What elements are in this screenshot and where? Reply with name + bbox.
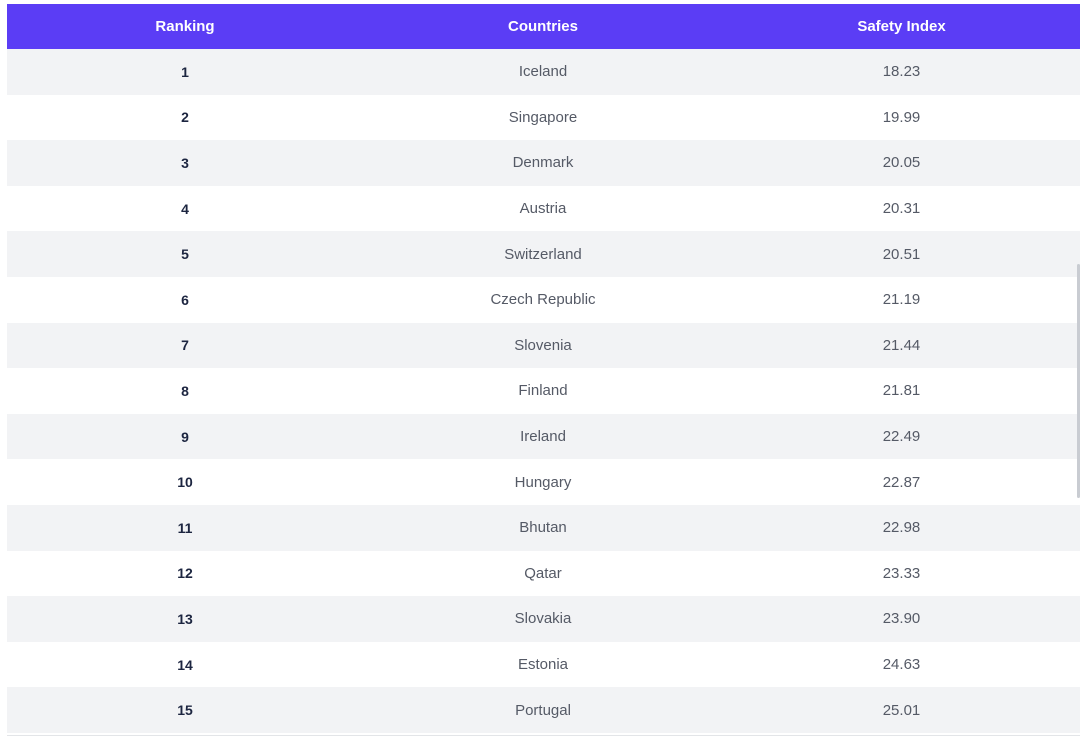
- country-cell: Finland: [518, 382, 568, 400]
- safety-index-cell: 21.44: [882, 336, 921, 354]
- table-row: 4 Austria 20.31: [7, 185, 1080, 232]
- table-row: 14 Estonia 24.63: [7, 641, 1080, 688]
- table-row: 7 Slovenia 21.44: [7, 322, 1080, 369]
- header-safety-index: Safety Index: [857, 18, 946, 35]
- rank-cell: 3: [181, 154, 189, 171]
- country-cell: Estonia: [517, 656, 569, 674]
- table-bottom-border: [7, 735, 1080, 736]
- country-cell: Czech Republic: [490, 291, 596, 309]
- safety-index-cell: 22.49: [882, 428, 921, 446]
- table-row: 3 Denmark 20.05: [7, 140, 1080, 186]
- table-row: 15 Portugal 25.01: [7, 687, 1080, 733]
- table-row: 11 Bhutan 22.98: [7, 504, 1080, 551]
- safety-index-table: Ranking Countries Safety Index 1 Iceland 1…: [7, 4, 1080, 733]
- safety-index-table-container: Ranking Countries Safety Index 1 Iceland 1…: [7, 4, 1080, 733]
- rank-cell: 6: [181, 291, 189, 308]
- table-row: 8 Finland 21.81: [7, 368, 1080, 414]
- rank-cell: 1: [181, 63, 189, 80]
- rank-cell: 12: [177, 565, 193, 582]
- safety-index-cell: 18.23: [882, 63, 921, 81]
- country-cell: Ireland: [520, 428, 566, 446]
- rank-cell: 8: [181, 382, 189, 399]
- table-header-row: Ranking Countries Safety Index: [7, 4, 1080, 49]
- rank-cell: 15: [177, 702, 193, 719]
- header-ranking: Ranking: [155, 18, 215, 35]
- rank-cell: 9: [181, 428, 189, 445]
- safety-index-cell: 22.98: [882, 519, 921, 537]
- table-row: 2 Singapore 19.99: [7, 94, 1080, 141]
- header-countries: Countries: [507, 18, 578, 35]
- country-cell: Singapore: [508, 108, 578, 126]
- country-cell: Slovenia: [514, 336, 572, 354]
- table-row: 10 Hungary 22.87: [7, 459, 1080, 505]
- country-cell: Portugal: [515, 701, 571, 719]
- safety-index-cell: 20.05: [882, 154, 921, 172]
- rank-cell: 7: [181, 337, 189, 354]
- table-row: 12 Qatar 23.33: [7, 550, 1080, 597]
- safety-index-cell: 20.31: [882, 200, 921, 218]
- country-cell: Slovakia: [514, 610, 572, 628]
- safety-index-cell: 20.51: [882, 245, 921, 263]
- rank-cell: 13: [177, 610, 193, 627]
- country-cell: Austria: [519, 200, 567, 218]
- scrollbar-thumb[interactable]: [1077, 264, 1080, 498]
- table-row: 9 Ireland 22.49: [7, 413, 1080, 460]
- safety-index-cell: 19.99: [882, 108, 921, 126]
- country-cell: Denmark: [512, 154, 574, 172]
- table-body: 1 Iceland 18.23 2 Singapore 19.99 3 Denmark 20.0…: [7, 49, 1080, 733]
- rank-cell: 10: [177, 474, 193, 491]
- country-cell: Bhutan: [519, 519, 567, 537]
- country-cell: Hungary: [514, 473, 572, 491]
- safety-index-cell: 23.90: [882, 610, 921, 628]
- country-cell: Qatar: [524, 564, 562, 582]
- table-row: 6 Czech Republic 21.19: [7, 276, 1080, 323]
- safety-index-cell: 25.01: [882, 701, 921, 719]
- rank-cell: 11: [177, 519, 193, 536]
- country-cell: Iceland: [518, 63, 568, 81]
- table-row: 5 Switzerland 20.51: [7, 231, 1080, 277]
- safety-index-cell: 24.63: [882, 656, 921, 674]
- table-header: Ranking Countries Safety Index: [7, 4, 1080, 49]
- table-row: 13 Slovakia 23.90: [7, 596, 1080, 642]
- safety-index-cell: 22.87: [882, 473, 921, 491]
- safety-index-cell: 21.19: [882, 291, 921, 309]
- rank-cell: 5: [181, 246, 189, 263]
- rank-cell: 4: [181, 200, 189, 217]
- table-row: 1 Iceland 18.23: [7, 49, 1080, 95]
- safety-index-cell: 21.81: [882, 382, 921, 400]
- country-cell: Switzerland: [504, 245, 582, 263]
- rank-cell: 14: [177, 656, 193, 673]
- rank-cell: 2: [181, 109, 189, 126]
- safety-index-cell: 23.33: [882, 564, 921, 582]
